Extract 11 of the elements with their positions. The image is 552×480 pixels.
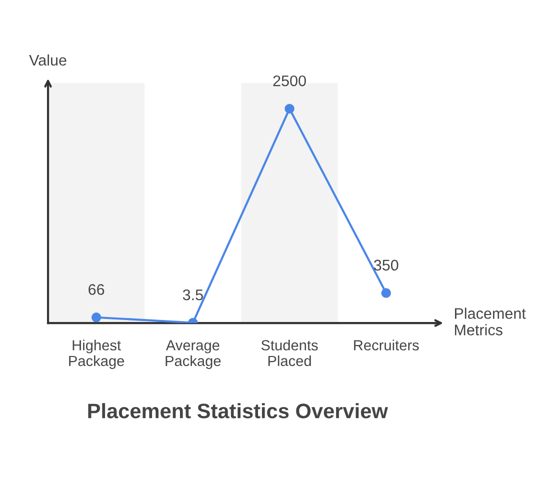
data-label: 350 (374, 260, 398, 271)
x-tick-label: Students Placed (261, 340, 318, 366)
text: Placement Statistics Overview (88, 403, 388, 418)
y-axis-title: Value (29, 54, 66, 66)
data-label: 2500 (273, 75, 306, 86)
data-label: 66 (88, 284, 104, 295)
x-axis-title: Placement Metrics (454, 308, 526, 336)
x-tick-label: Average Package (166, 340, 221, 370)
x-tick-label: Recruiters (354, 340, 419, 350)
data-label: 3.5 (182, 289, 203, 300)
x-tick-label: Highest Package (69, 340, 124, 370)
